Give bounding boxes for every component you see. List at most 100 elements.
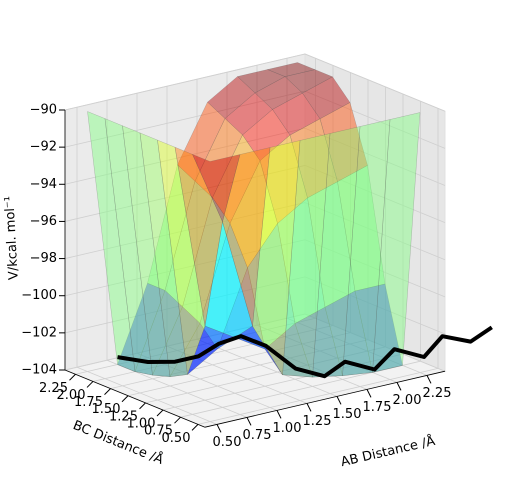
grid-line: [197, 367, 439, 425]
trajectory-layer: [117, 325, 493, 379]
surface-patch: [212, 134, 261, 224]
grid-line: [64, 165, 306, 222]
y-tick-label: 0.50: [162, 431, 191, 446]
surface-patch: [222, 147, 271, 327]
surface: [87, 62, 421, 378]
tick-mark: [86, 381, 94, 388]
y-tick-label: 2.25: [39, 381, 68, 396]
surface-patch: [224, 92, 273, 136]
surface-patch: [342, 119, 391, 376]
surface-patch: [174, 146, 223, 327]
surface-patch: [177, 101, 226, 182]
x-axis-label: AB Distance /Å: [339, 433, 436, 470]
surface-patch: [282, 133, 331, 378]
y-tick-label: 1.00: [127, 417, 156, 432]
surface-patch: [247, 222, 296, 350]
x-tick-label: 1.25: [303, 414, 332, 429]
tick-mark: [174, 416, 181, 424]
y-tick-label: 1.25: [109, 409, 138, 424]
y-axis-line: [64, 369, 206, 428]
surface-patch: [117, 282, 166, 372]
tick-mark: [366, 389, 372, 398]
grid-line: [75, 317, 316, 375]
surface-patch: [324, 290, 373, 376]
x-tick-label: 2.00: [393, 393, 422, 408]
tick-mark: [121, 395, 129, 403]
grid-line: [64, 239, 306, 297]
grid-line: [64, 276, 306, 334]
surface-patch: [242, 109, 291, 162]
tick-mark: [336, 396, 342, 405]
z-tick-label: −100: [21, 288, 57, 303]
x-tick-label: 1.50: [333, 407, 362, 422]
y-tick-label: 2.00: [57, 388, 86, 403]
surface-patch: [199, 222, 248, 350]
grid-line: [304, 90, 446, 149]
tick-mark: [216, 424, 222, 433]
tick-mark: [396, 382, 402, 391]
surface-patch: [182, 197, 231, 324]
tick-mark: [306, 403, 312, 412]
surface-patch: [122, 125, 171, 377]
surface-patch: [169, 322, 218, 378]
surface-patch: [272, 92, 321, 136]
surface-patch: [252, 140, 301, 376]
x-tick-label: 1.00: [273, 421, 302, 436]
tick-mark: [139, 402, 146, 410]
grid-line: [304, 313, 446, 372]
grid-line: [76, 366, 218, 425]
surface-patch: [307, 181, 356, 308]
surface-patch: [284, 69, 334, 94]
surface-patch: [134, 289, 183, 376]
surface-patch: [87, 111, 136, 372]
surface-patch: [157, 139, 206, 375]
x-tick-label: 2.25: [423, 386, 452, 401]
surface-patch: [264, 323, 313, 378]
surface-patch: [319, 102, 368, 183]
surface-patch: [152, 306, 201, 377]
tick-mark: [426, 375, 432, 384]
surface-patch: [289, 118, 338, 199]
surface-patch: [302, 76, 351, 120]
grid-line: [127, 339, 369, 397]
surface-patch: [207, 76, 256, 119]
x-tick-label: 1.75: [363, 400, 392, 415]
z-axis-label: V/kcal. mol⁻¹: [2, 196, 21, 281]
surface-patch: [192, 153, 241, 223]
surface-patch: [147, 164, 196, 291]
tick-mark: [156, 409, 164, 417]
grid-line: [145, 346, 386, 404]
surface-patch: [104, 118, 153, 376]
surface-patch: [294, 306, 343, 378]
surface-patch: [259, 134, 308, 224]
z-tick-label: −90: [30, 103, 57, 118]
tick-mark: [69, 373, 76, 381]
y-tick-label: 1.75: [74, 395, 103, 410]
y-tick-label: 0.75: [144, 424, 173, 439]
x-axis-line: [204, 370, 446, 428]
grid-line: [196, 338, 338, 397]
grid-line: [304, 165, 446, 223]
grid-line: [162, 353, 404, 411]
grid-line: [304, 53, 446, 112]
x-tick-label: 0.75: [243, 428, 272, 443]
z-tick-label: −98: [30, 251, 57, 266]
z-tick-label: −102: [21, 325, 57, 340]
grid-line: [64, 202, 306, 259]
surface-patch: [266, 62, 316, 77]
surface-patch: [229, 159, 278, 269]
grid-line: [64, 53, 306, 111]
z-tick-label: −96: [30, 214, 57, 229]
surface-patch: [194, 118, 243, 199]
surface-patch: [139, 132, 188, 377]
surface-patch: [372, 112, 421, 373]
surface-patch: [277, 197, 326, 324]
grid-line: [180, 360, 421, 418]
tick-mark: [104, 388, 111, 395]
panes: [63, 53, 447, 428]
y-tick-label: 1.50: [92, 402, 121, 417]
surface-patch: [337, 165, 386, 292]
x-tick-label: 0.50: [213, 435, 242, 450]
grid-line: [166, 345, 308, 404]
